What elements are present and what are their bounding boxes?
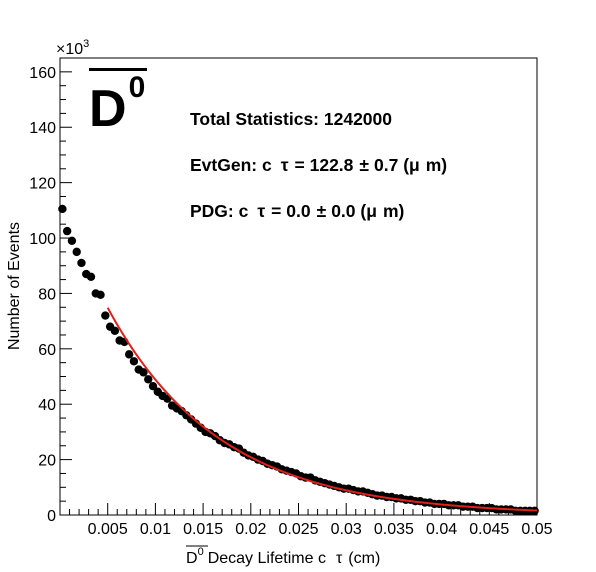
x-axis-title-unit: (cm) [348, 550, 380, 567]
data-point [96, 290, 105, 300]
y-tick-label: 60 [38, 342, 56, 359]
x-tick-label: 0.05 [521, 521, 552, 538]
y-tick-label: 120 [29, 176, 56, 193]
data-point [86, 272, 96, 282]
y-tick-label: 80 [38, 286, 56, 303]
data-point [144, 375, 153, 384]
y-tick-label: 0 [47, 508, 56, 525]
x-tick-label: 0.025 [278, 521, 318, 538]
y-axis-ticks: 0 20 40 60 80 100 120 140 160 [29, 57, 72, 525]
data-point [110, 326, 120, 336]
data-point [124, 350, 134, 359]
x-tick-label: 0.03 [331, 521, 362, 538]
x-axis-title-tau: τ [336, 550, 343, 567]
y-tick-label: 140 [29, 120, 56, 137]
data-point [139, 368, 148, 377]
particle-label: D0 [89, 68, 147, 138]
data-points [58, 204, 539, 516]
svg-text:D0: D0 [89, 71, 145, 138]
data-point [77, 258, 86, 268]
total-statistics: Total Statistics: 1242000 [190, 109, 392, 129]
x-axis-title-particle-sup: 0 [198, 546, 204, 558]
data-point [148, 382, 158, 391]
x-tick-label: 0.045 [469, 521, 509, 538]
data-point [62, 226, 72, 236]
x-tick-label: 0.005 [88, 521, 128, 538]
particle-bar [89, 68, 147, 71]
y-axis-multiplier: ×103 [56, 38, 89, 58]
data-point [101, 311, 110, 320]
x-tick-label: 0.02 [235, 521, 266, 538]
x-tick-label: 0.01 [140, 521, 171, 538]
x-tick-label: 0.015 [183, 521, 223, 538]
data-point [129, 357, 139, 366]
y-axis-title: Number of Events [6, 222, 23, 350]
data-point [72, 247, 81, 257]
data-point [67, 236, 77, 245]
particle-symbol: D [89, 80, 127, 138]
y-tick-label: 20 [38, 453, 56, 470]
particle-superscript: 0 [129, 71, 146, 104]
x-axis-title: D0 Decay Lifetime c τ (cm) [186, 545, 380, 567]
x-axis-ticks: 0.005 0.01 0.015 0.02 0.025 0.03 0.035 0.04 0.04… [69, 503, 553, 538]
y-tick-label: 160 [29, 65, 56, 82]
x-axis-title-text: Decay Lifetime c [208, 550, 326, 567]
fit-curve [106, 307, 538, 512]
data-point [58, 204, 67, 214]
y-tick-label: 40 [38, 397, 56, 414]
x-tick-label: 0.04 [426, 521, 457, 538]
y-tick-label: 100 [29, 231, 56, 248]
pdg-result: PDG: c τ = 0.0 ±0.0 (μ m) [190, 201, 404, 221]
x-tick-label: 0.035 [374, 521, 414, 538]
evtgen-result: EvtGen: c τ = 122.8 ±0.7 (μ m) [190, 155, 447, 175]
x-axis-title-particle: D [186, 550, 198, 567]
